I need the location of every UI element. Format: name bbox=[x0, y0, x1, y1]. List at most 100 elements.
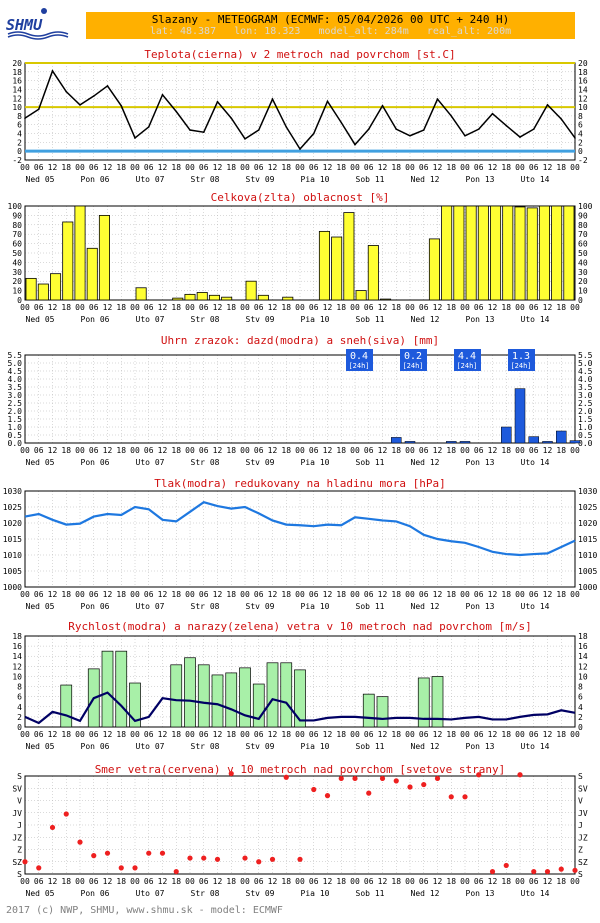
cloud-bar bbox=[514, 206, 526, 301]
daily-total-bg bbox=[454, 349, 481, 371]
y-tick-label-right: 90 bbox=[578, 211, 588, 220]
gust-bar bbox=[252, 683, 265, 728]
wind-direction-point bbox=[558, 866, 564, 872]
location-info: lat: 48.387 lon: 18.323 model_alt: 284m … bbox=[149, 26, 512, 37]
y-tick-label-left: 2.5 bbox=[8, 399, 23, 408]
logo-text: SHMU bbox=[6, 16, 43, 34]
y-tick-label-right: 100 bbox=[578, 202, 593, 211]
cloud-bar bbox=[331, 236, 343, 301]
day-label: Stv 09 bbox=[246, 742, 275, 751]
y-tick-label-left: 4 bbox=[17, 130, 22, 139]
y-tick-label-left: JV bbox=[12, 809, 22, 818]
temperature-point bbox=[299, 148, 301, 150]
hour-label: 18 bbox=[556, 163, 566, 172]
hour-label: 06 bbox=[199, 730, 209, 739]
day-label: Ned 12 bbox=[411, 315, 440, 324]
hour-label: 00 bbox=[350, 877, 360, 886]
hour-label: 06 bbox=[199, 163, 209, 172]
hour-label: 06 bbox=[474, 163, 484, 172]
hour-label: 06 bbox=[144, 303, 154, 312]
hour-label: 12 bbox=[378, 877, 388, 886]
y-tick-label-left: 12 bbox=[12, 94, 22, 103]
y-tick-label-left: 4.5 bbox=[8, 367, 23, 376]
y-tick-label-left: 2 bbox=[17, 138, 22, 147]
temperature-point bbox=[244, 138, 246, 140]
wind-direction-point bbox=[173, 868, 179, 875]
hour-label: 06 bbox=[144, 730, 154, 739]
y-tick-label-left: 6 bbox=[17, 121, 22, 130]
gust-bar bbox=[376, 696, 389, 728]
hour-label: 06 bbox=[474, 590, 484, 599]
cloud-bar bbox=[74, 205, 86, 301]
hour-label: 00 bbox=[130, 730, 140, 739]
hour-label: 06 bbox=[34, 303, 44, 312]
day-label: Stv 09 bbox=[246, 315, 275, 324]
hour-label: 00 bbox=[515, 303, 525, 312]
hour-label: 18 bbox=[501, 163, 511, 172]
panel-4: Tlak(modra) redukovany na hladinu mora [… bbox=[3, 477, 598, 611]
hour-label: 00 bbox=[460, 163, 470, 172]
precip-bar bbox=[446, 441, 457, 444]
temperature-point bbox=[189, 129, 191, 131]
y-tick-label-left: 8 bbox=[17, 112, 22, 121]
day-label: Ned 12 bbox=[411, 175, 440, 184]
y-tick-label-left: 10 bbox=[12, 103, 22, 112]
day-label: Pon 06 bbox=[81, 458, 110, 467]
hour-label: 00 bbox=[515, 877, 525, 886]
hour-label: 12 bbox=[213, 730, 223, 739]
day-label: Pon 06 bbox=[81, 315, 110, 324]
y-tick-label-left: 4.0 bbox=[8, 375, 23, 384]
hour-label: 18 bbox=[501, 877, 511, 886]
day-label: Str 08 bbox=[191, 889, 220, 898]
day-label: Stv 09 bbox=[246, 602, 275, 611]
y-tick-label-left: 40 bbox=[12, 258, 22, 267]
y-tick-label-right: SV bbox=[578, 784, 588, 793]
daily-total-box: 1.3[24h] bbox=[508, 349, 535, 371]
hour-label: 18 bbox=[281, 163, 291, 172]
hour-label: 18 bbox=[61, 163, 71, 172]
hour-label: 00 bbox=[130, 446, 140, 455]
hour-label: 18 bbox=[116, 730, 126, 739]
panel-title: Uhrn zrazok: dazd(modra) a sneh(siva) [m… bbox=[161, 334, 439, 347]
temperature-point bbox=[464, 134, 466, 137]
hour-label: 12 bbox=[433, 877, 443, 886]
hour-label: 12 bbox=[213, 163, 223, 172]
y-tick-label-right: 4.5 bbox=[578, 367, 593, 376]
cloud-bar bbox=[367, 245, 379, 301]
hour-label: 06 bbox=[34, 877, 44, 886]
hour-label: 18 bbox=[281, 590, 291, 599]
hour-label: 00 bbox=[350, 303, 360, 312]
cloud-bar bbox=[563, 205, 575, 301]
wind-direction-point bbox=[214, 856, 221, 862]
hour-label: 00 bbox=[350, 590, 360, 599]
day-label: Ned 05 bbox=[26, 602, 55, 611]
hour-label: 18 bbox=[281, 730, 291, 739]
hour-label: 18 bbox=[226, 877, 236, 886]
hour-label: 12 bbox=[103, 303, 113, 312]
y-tick-label-left: 20 bbox=[12, 59, 22, 68]
precip-bar bbox=[528, 436, 539, 444]
day-label: Stv 09 bbox=[246, 458, 275, 467]
y-tick-label-right: -2 bbox=[578, 156, 588, 165]
y-tick-label-right: 0 bbox=[578, 147, 583, 156]
hour-label: 06 bbox=[309, 163, 319, 172]
y-tick-label-right: 18 bbox=[578, 68, 588, 77]
hour-label: 18 bbox=[116, 163, 126, 172]
panel-3: Uhrn zrazok: dazd(modra) a sneh(siva) [m… bbox=[8, 334, 593, 467]
y-tick-label-right: 12 bbox=[578, 94, 588, 103]
daily-total-unit: [24h] bbox=[402, 362, 423, 370]
y-tick-label-left: 1025 bbox=[3, 503, 22, 512]
temperature-point bbox=[354, 143, 356, 146]
hour-label: 18 bbox=[61, 590, 71, 599]
wind-direction-point bbox=[366, 790, 372, 796]
y-tick-label-left: 12 bbox=[12, 662, 22, 671]
temperature-point bbox=[409, 134, 411, 137]
daily-total-value: 4.4 bbox=[458, 351, 476, 362]
y-tick-label-left: 16 bbox=[12, 77, 22, 86]
temperature-point bbox=[51, 70, 54, 72]
hour-label: 12 bbox=[213, 303, 223, 312]
day-label: Str 08 bbox=[191, 742, 220, 751]
hour-label: 12 bbox=[378, 303, 388, 312]
wind-direction-point bbox=[132, 865, 138, 871]
hour-label: 00 bbox=[350, 163, 360, 172]
